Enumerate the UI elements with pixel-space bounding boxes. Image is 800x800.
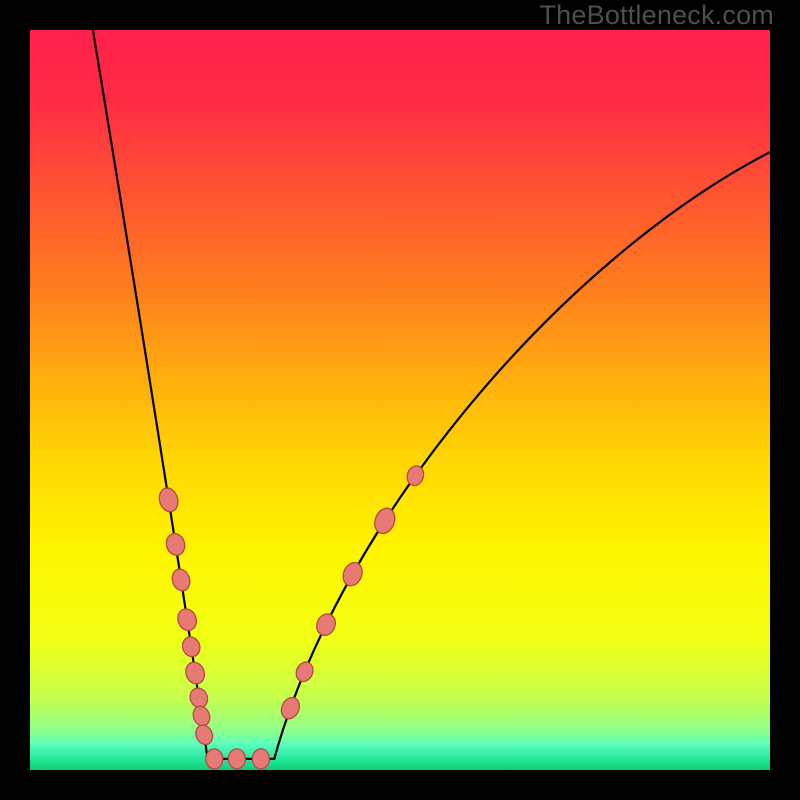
outer-frame: TheBottleneck.com (0, 0, 800, 800)
data-bead (252, 749, 270, 770)
plot-area (30, 30, 770, 770)
watermark-text: TheBottleneck.com (539, 0, 774, 31)
data-bead (228, 749, 245, 769)
chart-svg (30, 30, 770, 770)
data-bead (205, 749, 223, 770)
gradient-background (30, 30, 770, 770)
